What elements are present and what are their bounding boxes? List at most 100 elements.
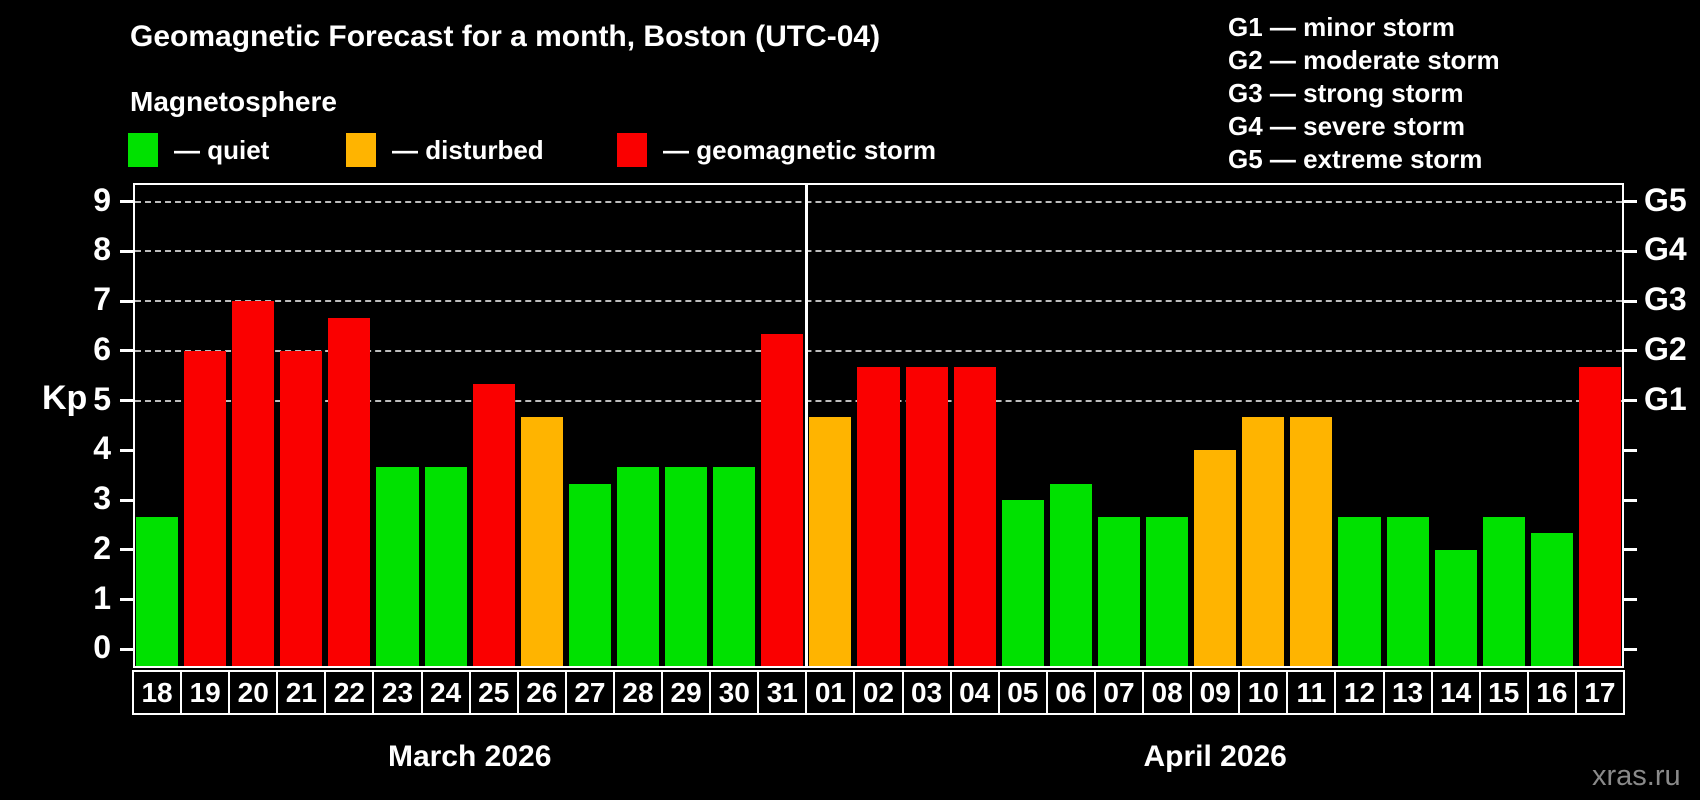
date-box-27: 27 <box>564 670 615 715</box>
kp-bar-02 <box>857 367 900 668</box>
date-box-06: 06 <box>1045 670 1096 715</box>
kp-bar-07 <box>1097 516 1141 668</box>
y-axis-tick-0 <box>120 647 133 651</box>
g-axis-tick-5 <box>1624 399 1637 403</box>
g-axis-tick-1 <box>1624 598 1637 602</box>
kp-bar-30 <box>713 466 756 668</box>
legend-label-disturbed: — disturbed <box>392 134 544 165</box>
y-axis-tick-1 <box>120 598 133 602</box>
kp-bar-17 <box>1578 367 1621 668</box>
kp-bar-20 <box>232 301 275 668</box>
date-box-31: 31 <box>757 670 808 715</box>
legend-item-quiet: — quiet <box>128 133 269 167</box>
date-box-13: 13 <box>1382 670 1433 715</box>
gridline-kp8 <box>135 250 1622 253</box>
y-axis-label-0: 0 <box>93 629 111 666</box>
kp-bar-11 <box>1290 417 1333 668</box>
kp-bar-13 <box>1386 516 1429 668</box>
g-axis-tick-8 <box>1624 249 1637 253</box>
y-axis-tick-3 <box>120 498 133 502</box>
g-axis-label-G3: G3 <box>1644 281 1687 318</box>
kp-bar-04 <box>953 367 996 668</box>
g-axis-label-G4: G4 <box>1644 231 1687 268</box>
y-axis-label-8: 8 <box>93 231 111 268</box>
date-box-17: 17 <box>1574 670 1625 715</box>
kp-bar-24 <box>424 466 467 668</box>
g-axis-label-G2: G2 <box>1644 330 1687 367</box>
kp-bar-06 <box>1049 483 1092 668</box>
g-axis-tick-0 <box>1624 647 1637 651</box>
date-box-30: 30 <box>709 670 760 715</box>
y-axis-label-7: 7 <box>93 281 111 318</box>
y-axis-tick-4 <box>120 448 133 452</box>
chart-subtitle: Magnetosphere <box>130 86 337 117</box>
kp-bar-21 <box>280 350 323 668</box>
g-axis-tick-6 <box>1624 349 1637 353</box>
kp-bar-19 <box>184 350 227 668</box>
g-axis-tick-3 <box>1624 498 1637 502</box>
date-box-21: 21 <box>276 670 327 715</box>
date-box-23: 23 <box>372 670 423 715</box>
y-axis-label-3: 3 <box>93 480 111 517</box>
legend-item-disturbed: — disturbed <box>346 133 544 167</box>
kp-bar-03 <box>905 367 948 668</box>
date-box-18: 18 <box>132 670 183 715</box>
g-axis-label-G5: G5 <box>1644 181 1687 218</box>
y-axis-tick-6 <box>120 349 133 353</box>
kp-bar-23 <box>376 466 419 668</box>
g-scale-legend: G1 — minor storm G2 — moderate storm G3 … <box>1228 11 1500 176</box>
kp-bar-01 <box>809 417 852 668</box>
g5-legend-line: G5 — extreme storm <box>1228 144 1483 174</box>
legend-label-quiet: — quiet <box>174 134 270 165</box>
y-axis-tick-9 <box>120 200 133 204</box>
date-box-08: 08 <box>1142 670 1193 715</box>
date-box-14: 14 <box>1430 670 1481 715</box>
kp-bar-16 <box>1530 533 1573 668</box>
g-axis-label-G1: G1 <box>1644 380 1687 417</box>
date-box-10: 10 <box>1238 670 1289 715</box>
g1-legend-line: G1 — minor storm <box>1228 12 1455 42</box>
date-box-26: 26 <box>516 670 567 715</box>
y-axis-label-1: 1 <box>93 579 111 616</box>
y-axis-title: Kp <box>42 378 88 417</box>
g2-legend-line: G2 — moderate storm <box>1228 45 1500 75</box>
date-box-12: 12 <box>1334 670 1385 715</box>
kp-bar-12 <box>1338 516 1381 668</box>
gridline-kp7 <box>135 300 1622 303</box>
y-axis-tick-8 <box>120 249 133 253</box>
chart-title: Geomagnetic Forecast for a month, Boston… <box>130 20 881 53</box>
date-box-25: 25 <box>468 670 519 715</box>
date-box-20: 20 <box>228 670 279 715</box>
y-axis-tick-7 <box>120 299 133 303</box>
date-box-22: 22 <box>324 670 375 715</box>
kp-bar-31 <box>761 334 804 668</box>
kp-bar-05 <box>1001 500 1044 668</box>
kp-bar-27 <box>568 483 611 668</box>
date-box-24: 24 <box>420 670 471 715</box>
legend-item-storm: — geomagnetic storm <box>617 133 936 167</box>
kp-bar-28 <box>616 466 660 668</box>
gridline-kp9 <box>135 200 1622 203</box>
y-axis-tick-5 <box>120 399 133 403</box>
watermark: xras.ru <box>1592 760 1681 792</box>
plot-border <box>133 183 1624 668</box>
y-axis-tick-2 <box>120 548 133 552</box>
date-box-15: 15 <box>1478 670 1529 715</box>
legend-label-storm: — geomagnetic storm <box>663 134 937 165</box>
storm-color-swatch <box>617 133 647 167</box>
kp-bar-08 <box>1146 516 1189 668</box>
date-box-02: 02 <box>853 670 904 715</box>
gridline-kp6 <box>135 349 1622 352</box>
date-box-16: 16 <box>1526 670 1577 715</box>
kp-bar-26 <box>520 417 563 668</box>
month-label: March 2026 <box>387 740 552 773</box>
date-box-01: 01 <box>805 670 856 715</box>
y-axis-label-2: 2 <box>93 529 111 566</box>
date-box-09: 09 <box>1190 670 1241 715</box>
kp-bar-29 <box>665 466 708 668</box>
date-box-07: 07 <box>1093 670 1145 715</box>
disturbed-color-swatch <box>346 133 376 167</box>
kp-bar-09 <box>1194 450 1237 668</box>
y-axis-label-4: 4 <box>93 430 111 467</box>
